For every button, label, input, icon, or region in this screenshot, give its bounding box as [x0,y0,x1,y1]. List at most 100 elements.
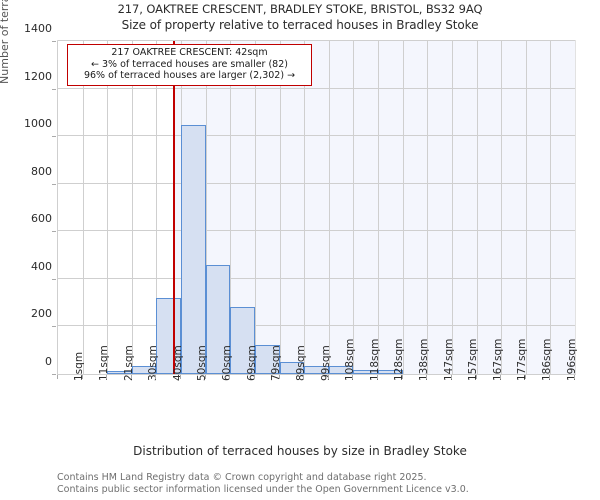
x-tick-mark [106,375,108,379]
x-tick-label: 11sqm [97,345,110,381]
x-axis-label: Distribution of terraced houses by size … [133,444,467,458]
gridline-vertical [131,41,133,374]
bar [353,369,379,374]
y-axis-ticks: 0 200 400 600 800 1000 1200 1400 [0,22,56,375]
x-tick-mark [352,375,354,379]
y-tick-mark [52,183,56,185]
gridline-vertical [279,41,281,374]
gridline-vertical [230,41,232,374]
annotation-line-1: 217 OAKTREE CRESCENT: 42sqm [111,47,268,58]
y-tick-label: 1200 [24,69,52,83]
x-tick-label: 147sqm [442,338,455,381]
x-tick-mark [253,375,255,379]
y-tick-mark [52,88,56,90]
gridline-vertical [378,41,380,374]
x-tick-mark [303,375,305,379]
plot-area [57,40,576,375]
gridline-vertical [525,41,527,374]
gridline-vertical [156,41,158,374]
x-tick-mark [500,375,502,379]
y-tick-label: 200 [31,307,52,321]
x-tick-label: 79sqm [270,345,283,381]
bar [131,365,157,374]
x-tick-label: 60sqm [221,345,234,381]
bar [304,366,329,374]
gridline-vertical [304,41,306,374]
gridline-vertical [476,41,478,374]
bar [254,345,280,374]
x-tick-mark [81,375,83,379]
y-tick-label: 600 [31,212,52,226]
gridline-horizontal [58,325,575,327]
bar-series [58,41,575,374]
x-tick-label: 118sqm [368,338,381,381]
x-tick-label: 99sqm [319,345,332,381]
y-tick-label: 1000 [24,117,52,131]
x-tick-label: 40sqm [171,345,184,381]
x-tick-label: 167sqm [491,338,504,381]
x-tick-mark [57,375,58,379]
bar [378,370,403,374]
property-annotation-box: 217 OAKTREE CRESCENT: 42sqm ← 3% of terr… [67,44,312,86]
bar [279,362,305,374]
x-tick-label: 138sqm [417,338,430,381]
page-title: 217, OAKTREE CRESCENT, BRADLEY STOKE, BR… [117,2,483,16]
y-tick-label: 400 [31,259,52,273]
gridline-horizontal [58,40,575,41]
x-tick-mark [327,375,329,379]
bar [328,366,354,374]
x-tick-mark [155,375,157,379]
y-tick-mark [52,326,56,328]
x-axis-ticks: 1sqm 11sqm 21sqm 30sqm 40sqm 50sqm 60sqm 69sqm 7… [57,339,578,445]
x-tick-label: 30sqm [147,345,160,381]
x-tick-mark [574,375,575,379]
y-tick-label: 1400 [24,22,52,35]
x-tick-label: 196sqm [565,338,578,381]
gridline-horizontal [58,230,575,232]
gridline-vertical [451,41,453,374]
x-tick-mark [524,375,526,379]
x-tick-mark [278,375,280,379]
gridline-vertical [328,41,330,374]
x-tick-mark [450,375,452,379]
bar [181,125,206,374]
gridline-vertical [205,41,207,374]
x-tick-mark [475,375,477,379]
x-tick-label: 50sqm [196,345,209,381]
y-tick-mark [52,41,56,42]
gridline-vertical [107,41,109,374]
footer-line-2: Contains public sector information licen… [57,483,469,495]
bar [107,371,132,374]
gridline-vertical [427,41,429,374]
gridline-vertical [550,41,552,374]
annotation-line-2: ← 3% of terraced houses are smaller (82) [91,58,288,70]
gridline-horizontal [58,277,575,279]
x-tick-mark [130,375,132,379]
bar [156,298,182,374]
x-tick-label: 186sqm [541,338,554,381]
gridline-vertical [254,41,256,374]
gridline-vertical [353,41,355,374]
gridline-vertical [501,41,503,374]
y-tick-label: 800 [31,164,52,178]
y-tick-mark [52,136,56,138]
y-tick-label: 0 [45,355,52,368]
x-tick-label: 89sqm [294,345,307,381]
x-tick-mark [549,375,551,379]
x-tick-label: 1sqm [73,351,86,381]
chart-subtitle: Size of property relative to terraced ho… [121,18,479,32]
gridline-horizontal [58,87,575,89]
property-size-marker-line [172,41,175,374]
chart-title-block: 217, OAKTREE CRESCENT, BRADLEY STOKE, BR… [0,2,600,33]
x-tick-mark [229,375,231,379]
x-tick-label: 157sqm [467,338,480,381]
y-tick-mark [52,278,56,280]
y-tick-mark [52,374,56,375]
footer-line-1: Contains HM Land Registry data © Crown c… [57,472,427,483]
x-tick-label: 108sqm [344,338,357,381]
gridline-horizontal [58,182,575,184]
x-tick-mark [401,375,403,379]
x-tick-mark [377,375,379,379]
x-tick-mark [180,375,182,379]
